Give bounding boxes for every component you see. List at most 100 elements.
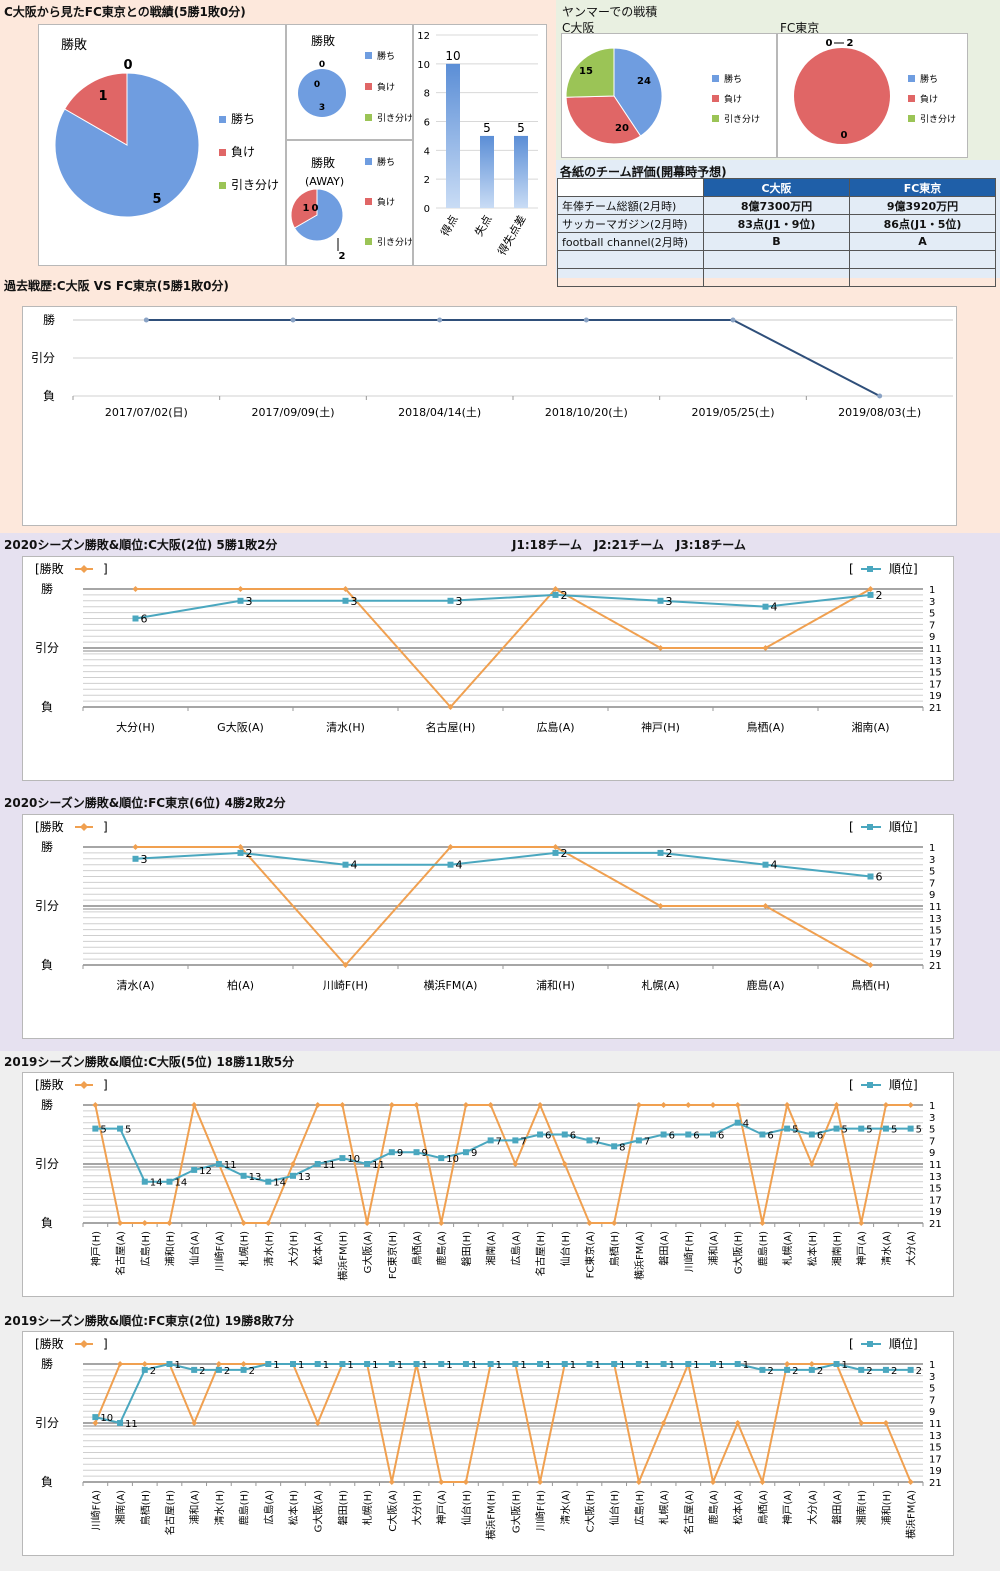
rank-tick-label: 1 [929, 843, 935, 854]
rank-data-label: 2 [199, 1366, 205, 1377]
rank-point [710, 1131, 716, 1138]
rank-point [215, 1366, 222, 1373]
rank-data-label: 1 [323, 1360, 329, 1371]
result-line [94, 1101, 911, 1224]
legend-label: 引き分け [920, 114, 956, 125]
legend-right-label: 順位] [889, 819, 918, 834]
y-label: 引分 [35, 641, 59, 655]
rank-data-label: 6 [141, 613, 148, 626]
evaluation-cell: 83点(J1・9位) [703, 214, 850, 233]
result-point [808, 1161, 815, 1167]
x-tick-label: G大阪(A) [361, 1231, 374, 1273]
x-tick-label: 浦和(A) [707, 1231, 720, 1266]
rank-tick-label: 13 [929, 656, 942, 667]
x-tick-label: 札幌(A) [658, 1490, 671, 1525]
rank-tick-label: 7 [929, 620, 935, 631]
rank-line [135, 593, 871, 620]
rank-point [339, 1361, 346, 1367]
rank-data-label: 14 [273, 1178, 286, 1189]
legend-label: 勝ち [231, 111, 255, 126]
rank-point [447, 597, 454, 604]
x-tick-label: 仙台(H) [460, 1490, 473, 1525]
rank-point [462, 1361, 469, 1367]
rank-point [447, 861, 454, 868]
pie-data-label: 0 [314, 80, 320, 90]
result-point [882, 1102, 889, 1108]
bar [446, 63, 460, 209]
x-tick-label: 浦和(H) [163, 1231, 176, 1266]
pie-slice [290, 188, 318, 229]
rank-point [413, 1361, 420, 1367]
rank-point [586, 1137, 593, 1144]
y-label: 負 [41, 700, 53, 714]
pie-title: 勝敗 [311, 33, 335, 48]
result-point [657, 903, 664, 909]
rank-point [191, 1366, 198, 1373]
legend-label: 負け [724, 93, 742, 105]
rank-point [537, 1361, 544, 1367]
legend-swatch [219, 182, 226, 189]
x-tick-label: 札幌(H) [238, 1231, 251, 1266]
rank-data-label: 14 [174, 1178, 187, 1189]
evaluation-cell [703, 250, 850, 269]
rank-point [882, 1125, 889, 1132]
rank-data-label: 1 [842, 1360, 848, 1371]
rank-data-label: 7 [496, 1136, 502, 1147]
rank-tick-label: 15 [929, 668, 942, 679]
rank-point [314, 1161, 321, 1167]
legend-rank-marker [867, 566, 873, 572]
legend-left-label: [勝敗 [35, 1336, 64, 1351]
pie-data-label: 0 [312, 203, 319, 214]
x-tick-label: 横浜FM(H) [485, 1490, 498, 1540]
x-tick-label: 清水(H) [213, 1490, 226, 1525]
rank-point [290, 1172, 296, 1179]
result-point [858, 1220, 865, 1226]
rank-data-label: 4 [743, 1119, 749, 1130]
bar-data-label: 5 [483, 121, 491, 135]
evaluation-cell [849, 250, 996, 269]
x-tick-label: 湘南(A) [851, 720, 889, 734]
rank-tick-label: 5 [929, 1384, 935, 1395]
pie-data-label: 0 [841, 130, 848, 141]
rank-point [635, 1361, 642, 1367]
legend-swatch [365, 158, 372, 165]
rank-point [759, 1131, 766, 1138]
legend-bracket: [ [849, 562, 854, 576]
legend-swatch [365, 52, 372, 59]
y-label: 負 [41, 958, 53, 972]
rank-data-label: 1 [619, 1360, 625, 1371]
rank-data-label: 2 [666, 847, 673, 860]
rank-tick-label: 1 [929, 585, 935, 596]
rank-tick-label: 5 [929, 1125, 935, 1136]
x-tick-label: 湘南(H) [831, 1231, 844, 1266]
rank-data-label: 1 [298, 1360, 304, 1371]
rank-data-label: 6 [545, 1131, 551, 1142]
y-tick-label: 10 [417, 60, 430, 71]
evaluation-cell: 86点(J1・5位) [849, 214, 996, 233]
result-point [447, 704, 454, 710]
legend-left-label: [勝敗 [35, 819, 64, 834]
rank-point [237, 597, 244, 604]
result-point [290, 317, 296, 323]
x-tick-label: 大分(H) [116, 720, 155, 734]
x-tick-label: 鳥栖(A) [756, 1490, 769, 1525]
result-line [135, 846, 871, 967]
rank-data-label: 3 [141, 853, 148, 866]
pie-slice [565, 95, 642, 145]
legend-result-marker [80, 565, 88, 573]
rank-data-label: 1 [397, 1360, 403, 1371]
x-tick-label: 広島(A) [262, 1490, 275, 1525]
rank-data-label: 9 [397, 1148, 403, 1159]
rank-tick-label: 19 [929, 1207, 942, 1218]
x-tick-label: 磐田(A) [831, 1490, 844, 1525]
rank-data-label: 14 [150, 1178, 163, 1189]
result-point [143, 317, 149, 323]
rank-point [784, 1366, 791, 1373]
pie-data-label: 15 [579, 66, 593, 77]
result-point [730, 317, 736, 323]
rank-point [388, 1149, 395, 1156]
result-point [191, 1102, 198, 1108]
